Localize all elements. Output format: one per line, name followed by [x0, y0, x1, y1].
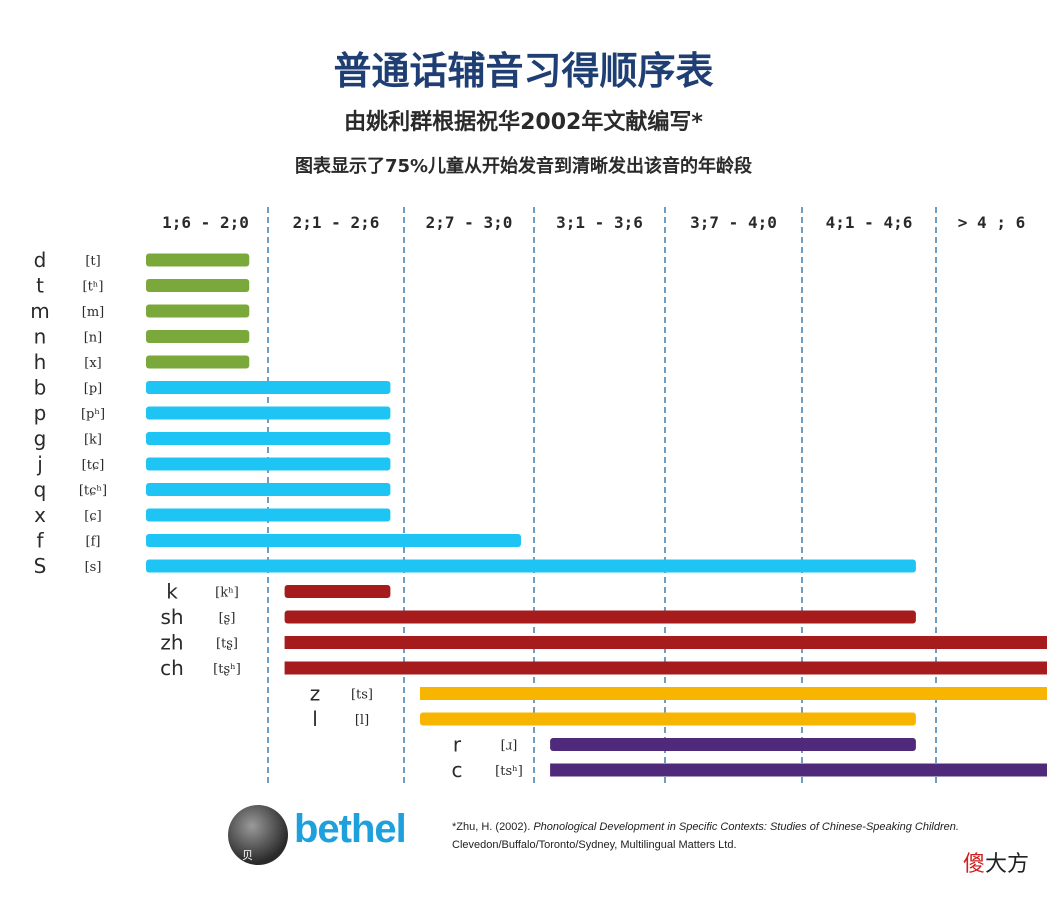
acquisition-bar — [284, 636, 1047, 649]
acquisition-bar — [146, 432, 391, 445]
consonant-label: c — [452, 758, 463, 782]
consonant-label: g — [34, 427, 47, 451]
ipa-label: [pʰ] — [81, 407, 105, 422]
consonant-label: n — [34, 325, 47, 349]
acquisition-bar — [550, 763, 1047, 777]
watermark-part2: 大方 — [984, 852, 1029, 877]
acquisition-bar — [146, 559, 916, 573]
consonant-label: ch — [160, 656, 184, 680]
ipa-label: [tsʰ] — [495, 764, 523, 779]
consonant-label: d — [34, 248, 47, 272]
acquisition-bar — [146, 279, 250, 292]
acquisition-bar — [146, 304, 250, 318]
logo-emblem-icon — [228, 805, 288, 865]
age-band-label: 3;7 - 4;0 — [690, 213, 777, 232]
reference-publisher: Clevedon/Buffalo/Toronto/Sydney, Multili… — [452, 839, 737, 851]
ipa-label: [n] — [84, 331, 103, 346]
ipa-label: [kʰ] — [215, 586, 239, 601]
chart-title: 普通话辅音习得顺序表 — [333, 49, 714, 93]
age-band-label: 2;7 - 3;0 — [426, 213, 513, 232]
chart-description: 图表显示了75%儿童从开始发音到清晰发出该音的年龄段 — [294, 156, 753, 177]
ipa-label: [t] — [85, 254, 100, 269]
consonant-label: f — [36, 529, 44, 553]
ipa-label: [l] — [355, 713, 369, 728]
acquisition-bar — [146, 330, 250, 343]
reference-prefix: *Zhu, H. (2002). — [452, 821, 534, 833]
acquisition-bar — [284, 610, 916, 624]
ipa-label: [x] — [84, 356, 101, 371]
ipa-label: [ɹ] — [501, 739, 518, 754]
acquisition-bar — [146, 253, 250, 267]
consonant-label: k — [166, 580, 178, 604]
acquisition-bar — [146, 534, 521, 547]
consonant-label: l — [312, 707, 318, 731]
ipa-label: [ʂ] — [219, 611, 236, 626]
ipa-label: [k] — [84, 433, 102, 448]
consonant-label: q — [34, 478, 47, 502]
acquisition-bar — [550, 738, 916, 751]
acquisition-bar — [420, 712, 916, 726]
reference-note: *Zhu, H. (2002). Phonological Developmen… — [452, 818, 1042, 854]
acquisition-bar — [146, 483, 391, 496]
ipa-label: [f] — [86, 535, 101, 550]
consonant-label: j — [36, 452, 43, 476]
ipa-label: [ɕ] — [84, 509, 101, 524]
consonant-label: r — [453, 733, 462, 757]
ipa-label: [tʂ] — [216, 637, 238, 652]
acquisition-chart: 1;6 - 2;0 2;1 - 2;6 2;7 - 3;0 3;1 - 3;6 3;7 … — [30, 207, 1047, 785]
age-band-label: 2;1 - 2;6 — [293, 213, 380, 232]
acquisition-bar — [146, 381, 391, 394]
acquisition-bar — [284, 661, 1047, 675]
age-band-label: 3;1 - 3;6 — [556, 213, 643, 232]
consonant-label: zh — [160, 631, 183, 655]
consonant-label: p — [34, 401, 47, 425]
age-band-label: > 4 ; 6 — [958, 213, 1025, 232]
consonant-label: h — [34, 350, 47, 374]
ipa-label: [tʂʰ] — [213, 662, 241, 677]
ipa-label: [p] — [84, 382, 102, 397]
consonant-label: sh — [160, 605, 183, 629]
watermark: 傻大方 — [963, 846, 1029, 878]
consonant-label: x — [34, 503, 46, 527]
ipa-label: [tʰ] — [83, 280, 104, 295]
watermark-part1: 傻 — [962, 852, 985, 877]
acquisition-bar — [146, 508, 391, 522]
consonant-label: b — [34, 376, 47, 400]
reference-title: Phonological Development in Specific Con… — [533, 821, 959, 833]
acquisition-bar — [420, 687, 1047, 700]
chart-subtitle: 由姚利群根据祝华2002年文献编写* — [344, 110, 703, 135]
acquisition-bar — [146, 406, 391, 420]
ipa-label: [tɕʰ] — [79, 484, 107, 499]
logo-text: bethel — [294, 807, 407, 851]
ipa-label: [ts] — [351, 688, 373, 703]
acquisition-bar — [146, 355, 250, 369]
ipa-label: [tɕ] — [82, 458, 105, 473]
age-band-label: 1;6 - 2;0 — [162, 213, 249, 232]
ipa-label: [m] — [82, 305, 104, 320]
age-band-label: 4;1 - 4;6 — [826, 213, 913, 232]
logo-badge: 贝泰 — [242, 849, 253, 878]
consonant-label: S — [34, 554, 47, 578]
consonant-label: z — [310, 682, 321, 706]
consonant-label: m — [30, 299, 49, 323]
acquisition-bar — [284, 585, 391, 598]
acquisition-bar — [146, 457, 391, 471]
consonant-label: t — [36, 274, 44, 298]
ipa-label: [s] — [85, 560, 102, 575]
